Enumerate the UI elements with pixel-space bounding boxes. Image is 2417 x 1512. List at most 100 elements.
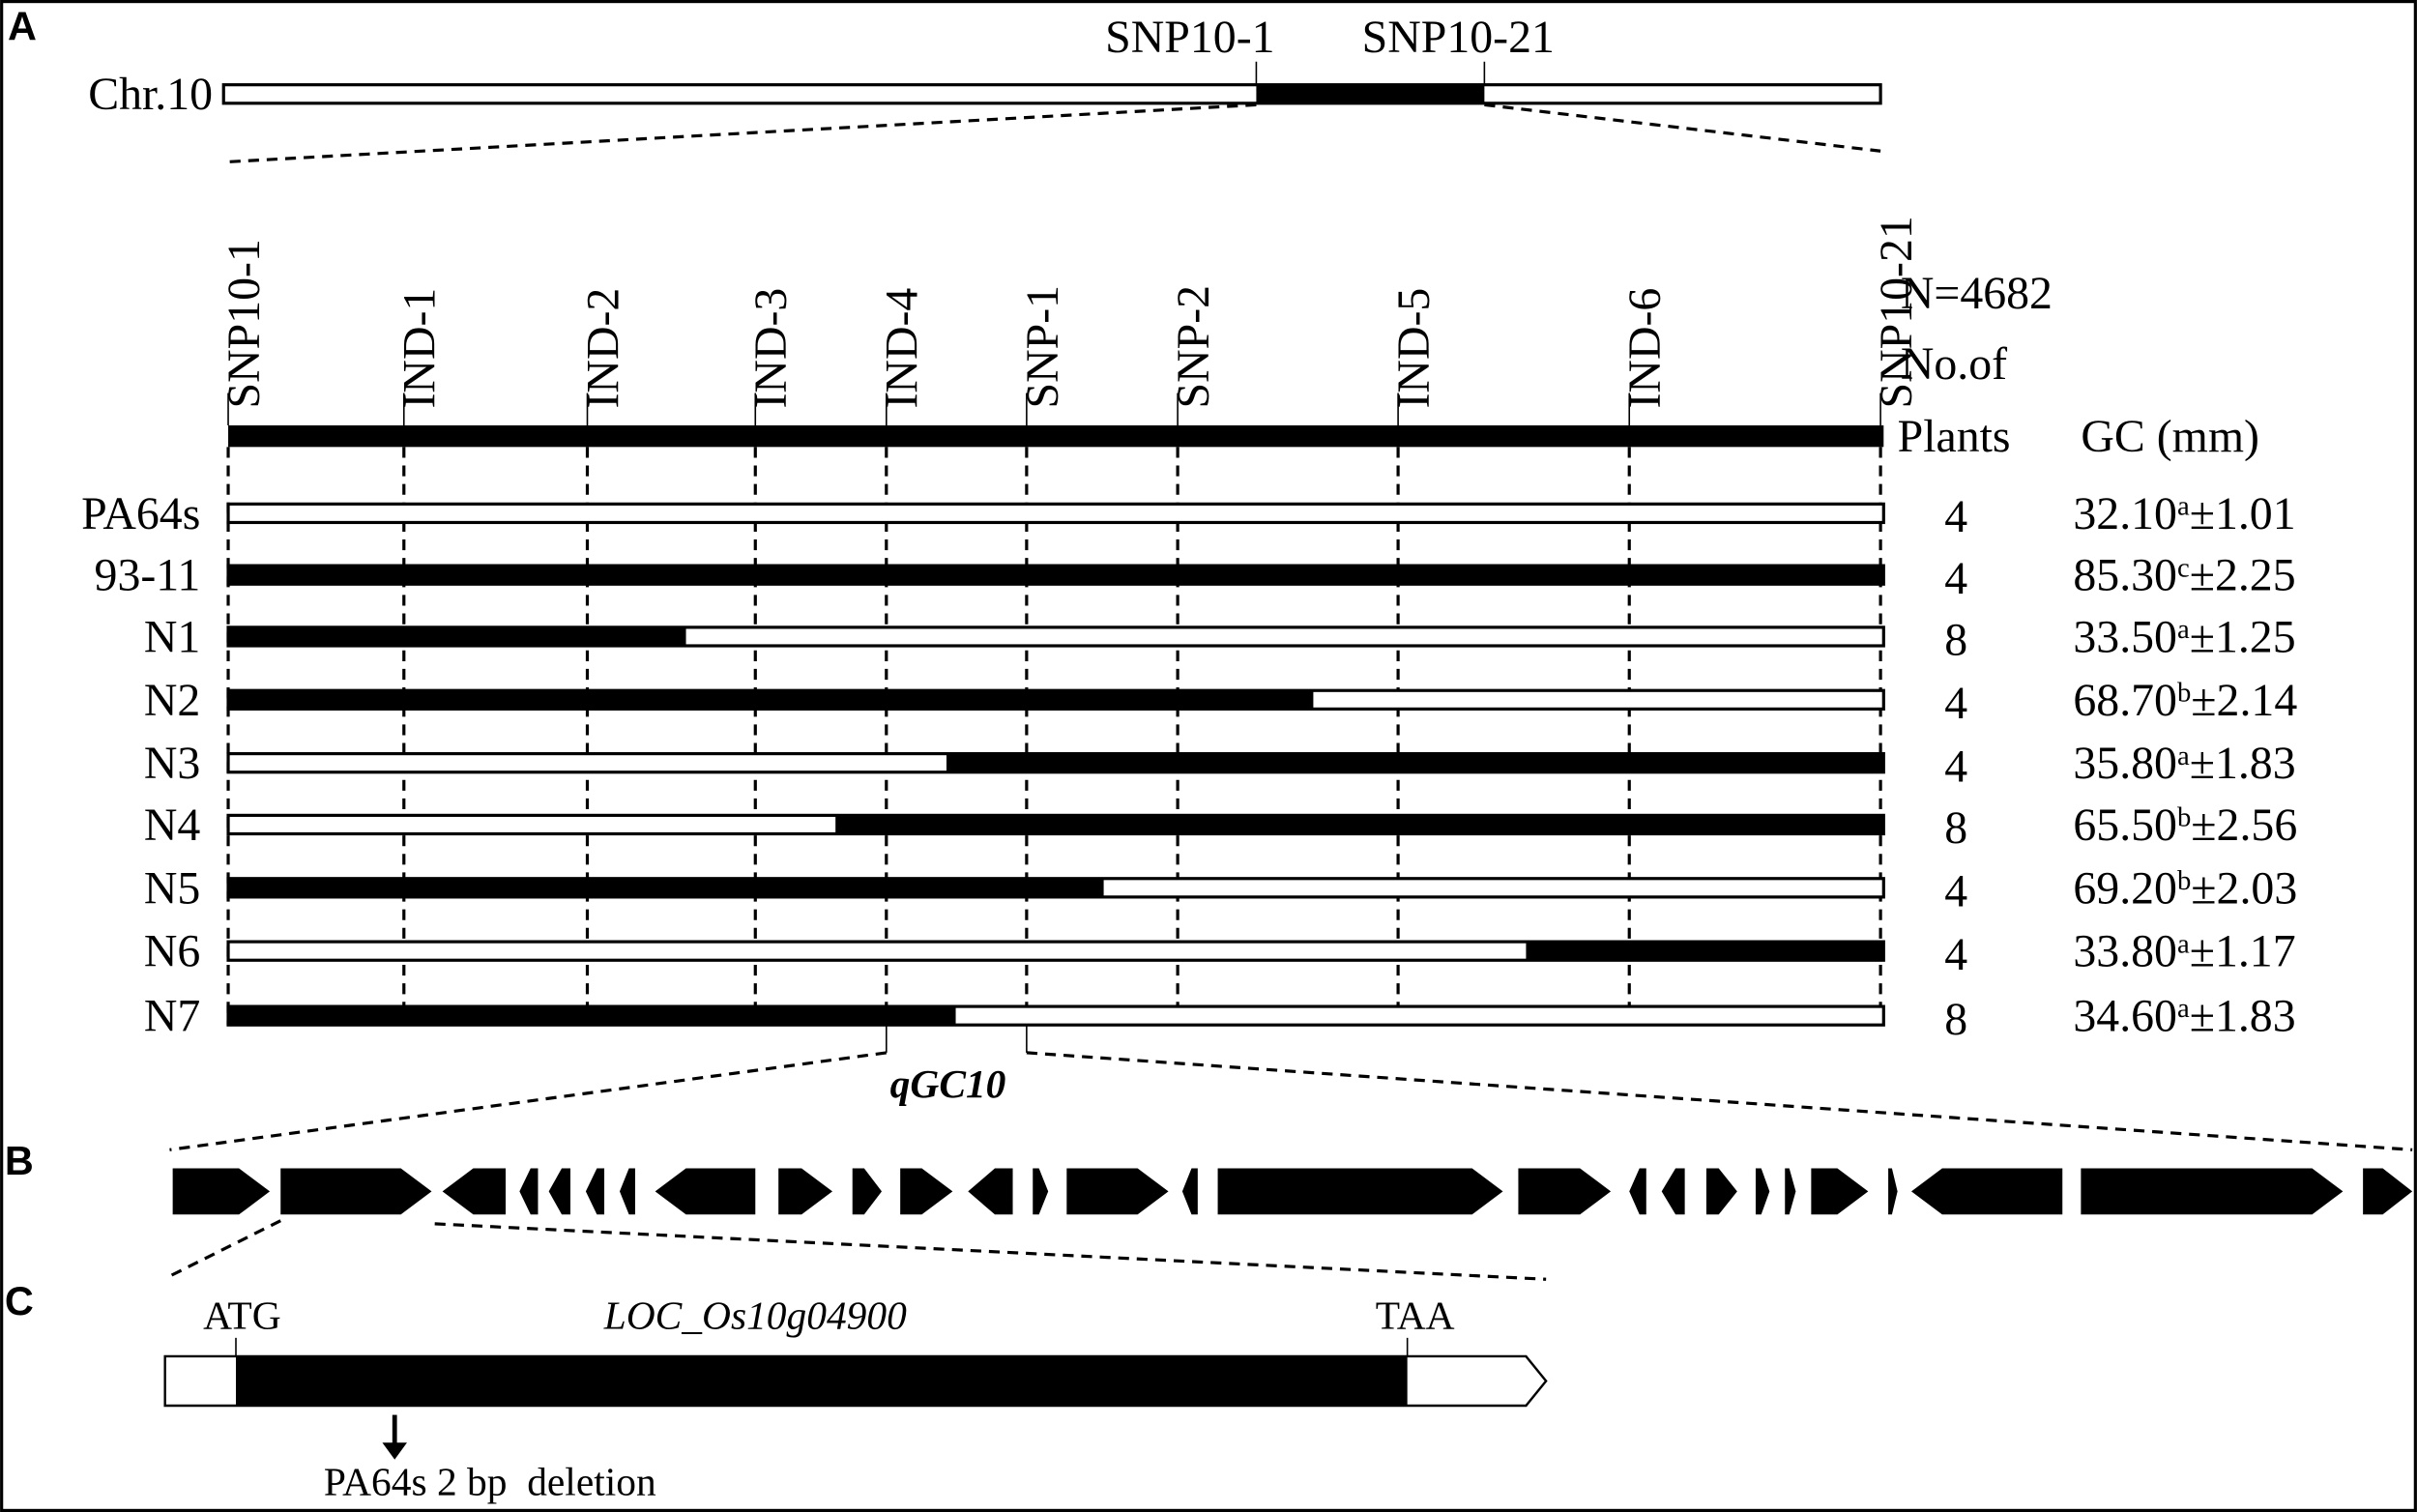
gc-sd: ±1.83 (2190, 738, 2296, 789)
row-label: N6 (144, 926, 200, 977)
gene (1811, 1168, 1869, 1215)
gc-letter: b (2177, 677, 2191, 708)
gc-mean: 69.20 (2073, 862, 2177, 914)
row-label: N7 (144, 991, 200, 1042)
gc-value: 69.20b±2.03 (2073, 862, 2297, 914)
markers: SNP10-1 IND-1 IND-2 IND-3 IND-4 SNP-1 SNP-2 IND… (218, 216, 1922, 1026)
row-label: N3 (144, 738, 200, 789)
gene (1518, 1168, 1612, 1215)
chromosome (221, 83, 1882, 105)
mutation-note: PA64s 2 bp deletion (324, 1459, 656, 1503)
gc-sd: ±2.25 (2190, 550, 2296, 601)
gene (2081, 1168, 2344, 1215)
region (1256, 84, 1485, 103)
gene (1705, 1168, 1737, 1215)
gene (852, 1168, 883, 1215)
marker-label: IND-4 (877, 288, 928, 409)
panel-label: A (8, 3, 37, 48)
gene (1033, 1168, 1049, 1215)
gc-sd: ±1.83 (2190, 991, 2296, 1042)
gene (442, 1168, 507, 1215)
gc-sd: ±1.17 (2190, 926, 2296, 977)
gene (519, 1168, 539, 1215)
genes (172, 1168, 2413, 1215)
gc-value: 68.70b±2.14 (2073, 675, 2297, 726)
gc-letter: a (2177, 614, 2190, 645)
gene (900, 1168, 953, 1215)
qtl-label: qGC10 (890, 1061, 1006, 1106)
introgression (228, 566, 1884, 585)
plant-count: 4 (1944, 929, 1967, 980)
row-label: N1 (144, 611, 200, 662)
plant-count: 4 (1944, 865, 1967, 916)
gc-letter: c (2177, 552, 2190, 583)
zoom-line (1026, 1051, 2413, 1151)
gc-value: 65.50b±2.56 (2073, 800, 2297, 851)
gc-mean: 32.10 (2073, 488, 2177, 539)
gc-mean: 65.50 (2073, 800, 2177, 851)
marker-label: IND-3 (745, 288, 797, 409)
arrow-head (382, 1442, 407, 1460)
gc-letter: a (2177, 993, 2190, 1024)
marker-label: IND-1 (394, 288, 446, 409)
header: Plants (1898, 411, 2011, 462)
marker-label: IND-2 (577, 288, 628, 409)
gene (1217, 1168, 1503, 1215)
zoom-line (434, 1222, 1547, 1281)
introgression (228, 626, 686, 647)
introgression (835, 815, 1884, 834)
marker-label: SNP-1 (1017, 285, 1068, 409)
fine-map (228, 425, 1884, 448)
gc-letter: b (2177, 865, 2191, 896)
gene (778, 1168, 832, 1215)
gc-sd: ±2.14 (2191, 675, 2297, 726)
gc-value: 33.80a±1.17 (2073, 926, 2295, 977)
gc-mean: 33.80 (2073, 926, 2177, 977)
genotype-bar (226, 502, 1885, 525)
gc-mean: 35.80 (2073, 738, 2177, 789)
gene (619, 1168, 635, 1215)
gc-mean: 33.50 (2073, 611, 2177, 662)
introgression (228, 878, 1104, 897)
gene (548, 1168, 570, 1215)
gene (1629, 1168, 1646, 1215)
gc-sd: ±2.03 (2191, 862, 2297, 914)
introgression (228, 1006, 956, 1026)
zoom-line (168, 1219, 281, 1278)
introgression (228, 690, 1314, 710)
row-label: N4 (144, 800, 201, 851)
gc-letter: a (2177, 928, 2190, 959)
introgression (1526, 942, 1884, 961)
row-label: 93-11 (95, 550, 201, 601)
plant-count: 8 (1944, 802, 1967, 854)
gc-letter: a (2177, 741, 2190, 771)
marker-label: SNP10-21 (1362, 12, 1555, 63)
marker-label: IND-6 (1619, 288, 1671, 409)
gc-mean: 68.70 (2073, 675, 2177, 726)
gene (1755, 1168, 1770, 1215)
gene (1066, 1168, 1169, 1215)
gc-sd: ±2.56 (2191, 800, 2297, 851)
gc-mean: 85.30 (2073, 550, 2177, 601)
gene (2363, 1168, 2413, 1215)
marker-label: SNP10-21 (1871, 216, 1922, 408)
gc-sd: ±1.25 (2190, 611, 2296, 662)
zoom-line (227, 102, 1257, 163)
plant-count: 8 (1944, 994, 1967, 1045)
plant-count: 4 (1944, 553, 1967, 604)
gene (1785, 1168, 1796, 1215)
header: N=4682 (1901, 268, 2053, 319)
marker-label: IND-5 (1388, 288, 1440, 409)
gene (1888, 1168, 1898, 1215)
gene (1910, 1168, 2063, 1215)
header: GC (mm) (2081, 411, 2259, 462)
chromosome-label: Chr.10 (88, 69, 213, 120)
gene (172, 1168, 271, 1215)
stop-codon: TAA (1376, 1293, 1455, 1337)
gene (968, 1168, 1013, 1215)
gc-value: 35.80a±1.83 (2073, 738, 2295, 789)
gene (655, 1168, 756, 1215)
